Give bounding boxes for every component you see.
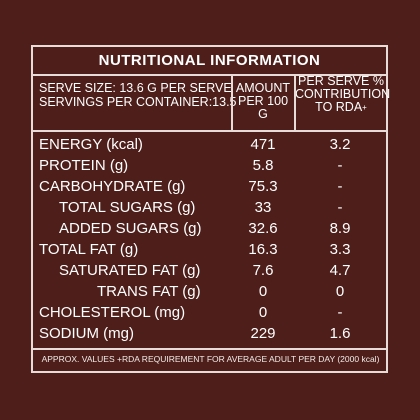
rda-header: PER SERVE % CONTRIBUTION TO RDA+ [295, 74, 391, 114]
table-row: ADDED SUGARS (g) 32.6 8.9 [59, 220, 351, 237]
table-row: TRANS FAT (g) 0 0 [97, 283, 345, 300]
table-row: SODIUM (mg) 229 1.6 [39, 325, 351, 342]
title-divider [33, 74, 386, 76]
table-row: TOTAL FAT (g) 16.3 3.3 [39, 241, 351, 258]
column-divider-1 [231, 74, 233, 130]
table-row: SATURATED FAT (g) 7.6 4.7 [59, 262, 351, 279]
footer-divider [33, 348, 386, 350]
servings-label: SERVINGS PER CONTAINER:13.5 [39, 95, 237, 109]
panel-title: NUTRITIONAL INFORMATION [98, 52, 321, 69]
table-row: CARBOHYDRATE (g) 75.3 - [39, 178, 343, 195]
table-row: CHOLESTEROL (mg) 0 - [39, 304, 343, 321]
table-row: ENERGY (kcal) 471 3.2 [39, 136, 351, 153]
nutrition-panel: NUTRITIONAL INFORMATION SERVE SIZE: 13.6… [31, 45, 391, 373]
serve-size-label: SERVE SIZE: 13.6 g PER SERVE [39, 81, 232, 95]
footer-note: APPROX. VALUES +RDA REQUIREMENT FOR AVER… [41, 354, 380, 364]
amount-header: AMOUNT PER 100 g [235, 81, 291, 121]
table-row: PROTEIN (g) 5.8 - [39, 157, 343, 174]
header-divider [33, 130, 386, 132]
column-divider-2 [294, 74, 296, 130]
table-row: TOTAL SUGARS (g) 33 - [59, 199, 343, 216]
